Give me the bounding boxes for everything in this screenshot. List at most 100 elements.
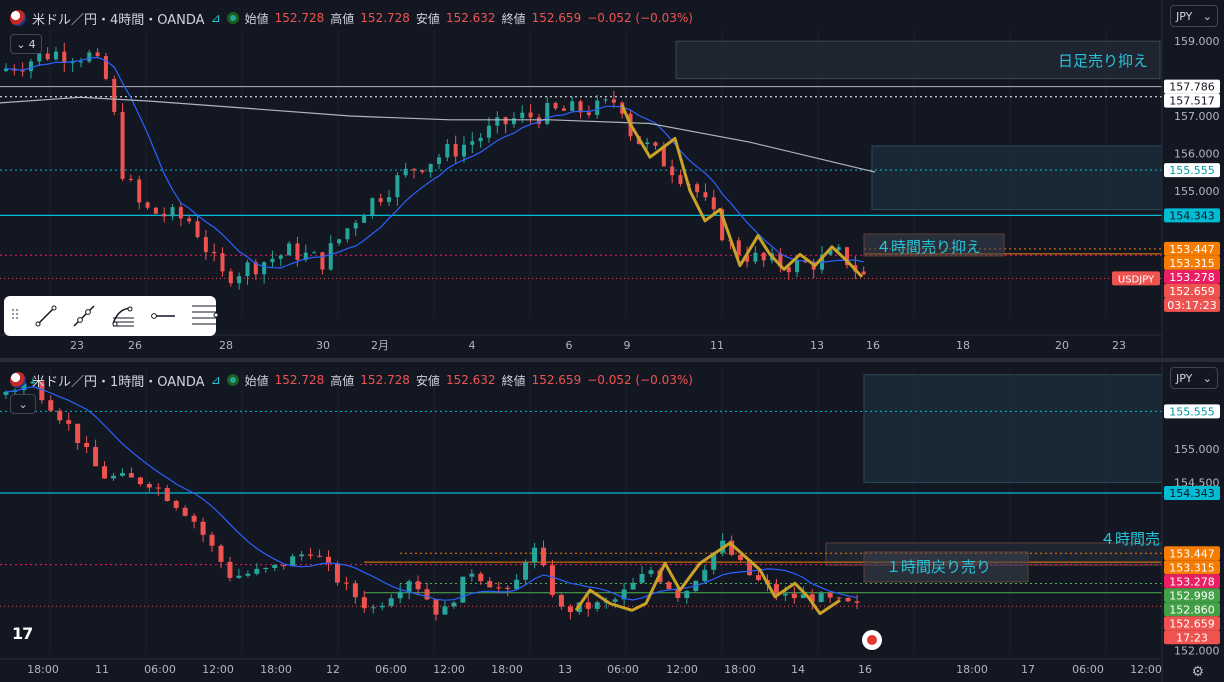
chevron-down-icon: ⌄	[16, 37, 26, 51]
candle-body	[111, 475, 116, 479]
candle-body	[747, 559, 753, 576]
candle-body	[549, 565, 555, 595]
price-tag-bg	[1164, 616, 1220, 631]
zigzag-drawing	[620, 104, 864, 278]
symbol-title[interactable]: 米ドル／円・4時間・OANDA	[32, 12, 205, 28]
indicator-collapse-button[interactable]: ⌄ 4	[10, 34, 42, 54]
currency-select-1h[interactable]: JPY ⌄	[1170, 367, 1218, 389]
chart-pane-1h[interactable]: ４時間売 １時間戻り売り 155.000 154.500 152.000 155.555 1…	[0, 362, 1224, 682]
chart-pane-4h[interactable]: 日足売り抑え ４時間売り抑え 159.000 157.000 156.000 155.00…	[0, 0, 1224, 358]
currency-select-4h[interactable]: JPY ⌄	[1170, 5, 1218, 27]
candle-body	[195, 221, 200, 238]
candle-body	[20, 70, 25, 72]
market-status-icon[interactable]	[226, 12, 239, 24]
price-tick-label: 155.000	[1174, 185, 1220, 198]
candle-body	[308, 554, 314, 556]
horizontal-ray-icon[interactable]	[150, 302, 176, 330]
candle-body	[818, 593, 824, 602]
candle-body	[532, 547, 538, 563]
symbol-title[interactable]: 米ドル／円・1時間・OANDA	[32, 374, 205, 390]
drawing-toolbar: ⠿	[4, 296, 219, 336]
candle-body	[561, 108, 566, 111]
candle-body	[317, 555, 323, 557]
candle-body	[437, 157, 441, 164]
candle-body	[30, 381, 36, 384]
candle-body	[703, 192, 708, 198]
candle-body	[558, 594, 564, 607]
tradingview-logo[interactable]: 17	[12, 624, 33, 643]
candle-body	[270, 258, 275, 263]
pane-divider[interactable]	[0, 358, 1224, 362]
daily-resistance-zone	[675, 40, 1161, 80]
price-tag-bg	[1164, 283, 1220, 298]
time-tick-label: 06:00	[144, 663, 176, 676]
candle-body	[4, 68, 8, 72]
chart-canvas-4h[interactable]: 日足売り抑え ４時間売り抑え 159.000 157.000 156.000 155.00…	[0, 0, 1224, 358]
candle-body	[103, 56, 108, 79]
candle-body	[684, 590, 690, 598]
candle-body	[528, 112, 533, 118]
time-tick-label: 23	[1112, 339, 1126, 352]
candle-body	[451, 602, 457, 607]
change-value: −0.052 (−0.03%)	[587, 373, 693, 387]
time-tick-label: 26	[128, 339, 142, 352]
grip-icon[interactable]: ⠿	[10, 308, 21, 324]
candle-body	[809, 594, 815, 602]
candle-body	[379, 605, 385, 608]
gear-icon[interactable]: ⚙	[1191, 664, 1204, 680]
candle-body	[828, 250, 833, 255]
candle-body	[791, 593, 797, 599]
candle-body	[345, 228, 350, 240]
candle-body	[711, 552, 717, 570]
candle-body	[666, 582, 672, 590]
market-status-icon[interactable]	[226, 374, 239, 386]
candle-body	[487, 581, 493, 588]
time-tick-label: 4	[469, 339, 476, 352]
open-value: 152.728	[274, 11, 325, 25]
candle-body	[523, 562, 529, 580]
candle-body	[164, 488, 170, 502]
candle-body	[695, 184, 700, 193]
candle-body	[120, 111, 125, 179]
candle-body	[800, 594, 806, 599]
record-icon[interactable]	[862, 630, 882, 650]
trend-line-icon[interactable]	[34, 302, 58, 330]
indicator-collapse-button[interactable]: ⌄	[10, 394, 36, 414]
candle-body	[445, 144, 450, 158]
candle-body	[39, 381, 45, 401]
candle-body	[836, 247, 841, 251]
time-tick-label: 6	[566, 339, 573, 352]
price-tag-bg	[1164, 79, 1220, 94]
candle-body	[153, 207, 158, 214]
candle-body	[218, 545, 224, 562]
supply-zone	[863, 374, 1163, 483]
candle-body	[312, 252, 317, 254]
time-tick-label: 18:00	[491, 663, 523, 676]
chart-canvas-1h[interactable]: ４時間売１時間戻り売り155.000154.500152.000155.5551…	[0, 362, 1224, 682]
candle-body	[861, 271, 866, 275]
candle-body	[795, 260, 800, 273]
candle-body	[361, 597, 367, 609]
candle-body	[478, 573, 484, 582]
currency-label: JPY	[1176, 9, 1193, 23]
open-value: 152.728	[274, 373, 325, 387]
price-tick-label: 156.000	[1174, 147, 1220, 160]
candle-body	[237, 276, 242, 284]
interval-badge: 4	[28, 37, 36, 51]
moving-average-fast	[5, 386, 858, 601]
candle-body	[611, 99, 616, 103]
price-tag-bg	[1164, 588, 1220, 603]
candle-body	[178, 207, 183, 219]
time-tick-label: 18:00	[27, 663, 59, 676]
parallel-channel-icon[interactable]	[190, 302, 219, 330]
price-tick-label: 157.000	[1174, 110, 1220, 123]
fib-icon[interactable]	[110, 302, 136, 330]
candle-body	[578, 101, 583, 113]
candle-body	[670, 166, 675, 176]
candle-body	[461, 144, 466, 157]
time-tick-label: 13	[558, 663, 572, 676]
ray-icon[interactable]	[72, 302, 96, 330]
candle-body	[387, 197, 392, 202]
countdown-label: 17:23	[1176, 631, 1208, 644]
candle-body	[253, 262, 258, 275]
